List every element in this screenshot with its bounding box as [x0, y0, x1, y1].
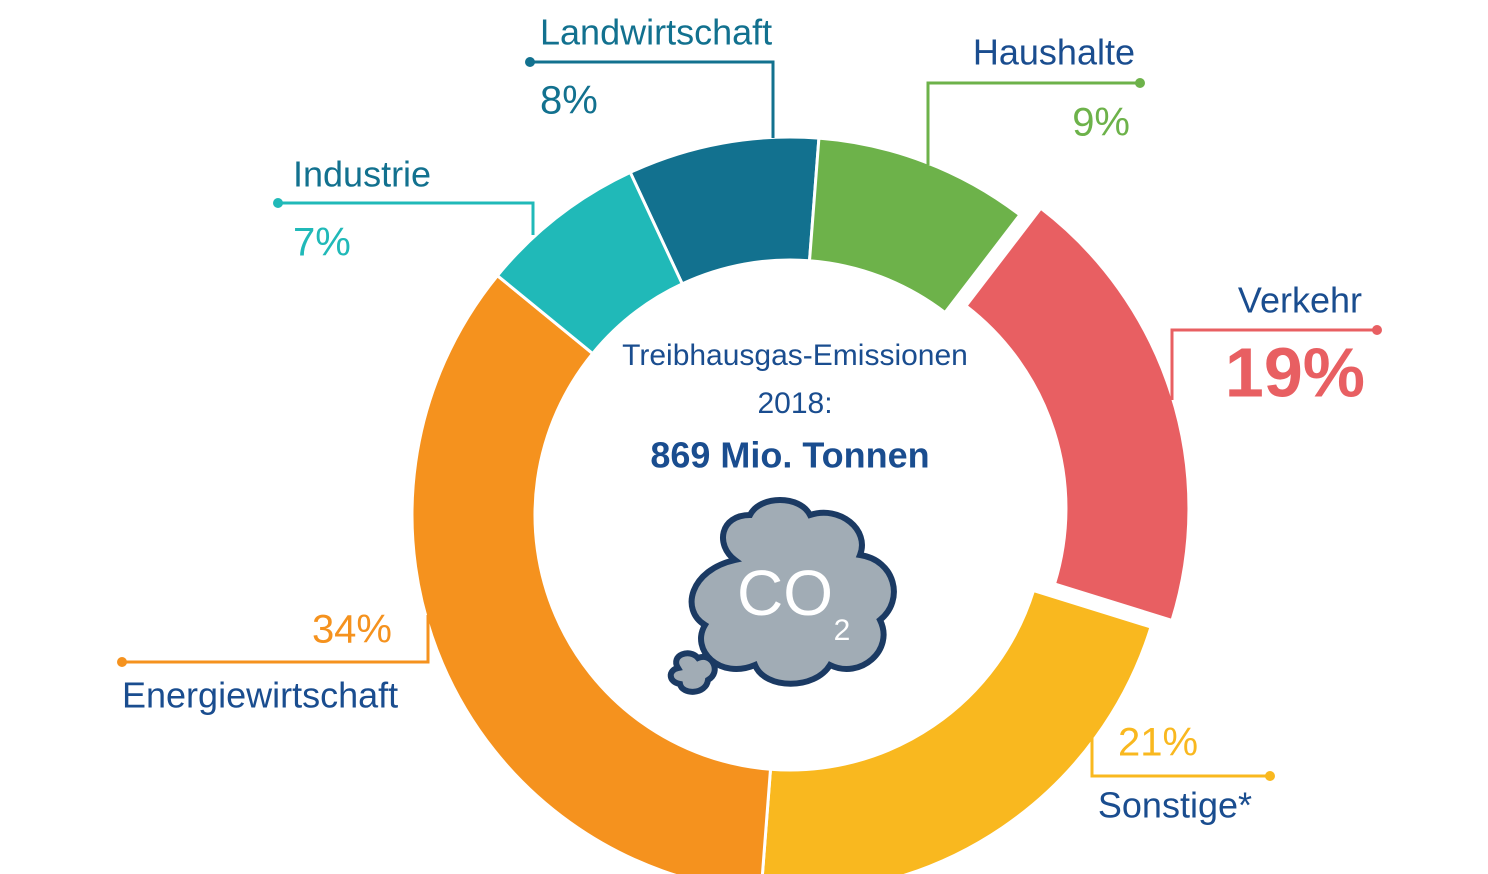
center-text: Treibhausgas-Emissionen [622, 339, 968, 372]
legend-label: Sonstige* [1098, 785, 1252, 826]
legend-label: Verkehr [1238, 280, 1362, 321]
leader-dot [525, 57, 535, 67]
co2-subscript: 2 [834, 614, 851, 647]
center-text: 2018: [757, 387, 832, 420]
leader-dot [273, 198, 283, 208]
value-label: 7% [293, 221, 351, 265]
legend-label: Industrie [293, 154, 431, 195]
value-label: 34% [312, 608, 392, 652]
leader-dot [1135, 78, 1145, 88]
chart: Landwirtschaft 8% Haushalte 9% Verkehr 19% Son… [0, 0, 1488, 874]
center-total: 869 Mio. Tonnen [650, 435, 929, 476]
co2-text: CO [737, 557, 833, 629]
value-label: 8% [540, 79, 598, 123]
leader-dot [1265, 771, 1275, 781]
legend-label: Landwirtschaft [540, 12, 772, 53]
leader-dot [1372, 325, 1382, 335]
value-label: 19% [1225, 333, 1365, 411]
legend-label: Haushalte [973, 32, 1135, 73]
leader-dot [117, 657, 127, 667]
legend-label: Energiewirtschaft [122, 675, 398, 716]
donut-segment [966, 208, 1189, 620]
value-label: 21% [1118, 721, 1198, 765]
value-label: 9% [1072, 101, 1130, 145]
